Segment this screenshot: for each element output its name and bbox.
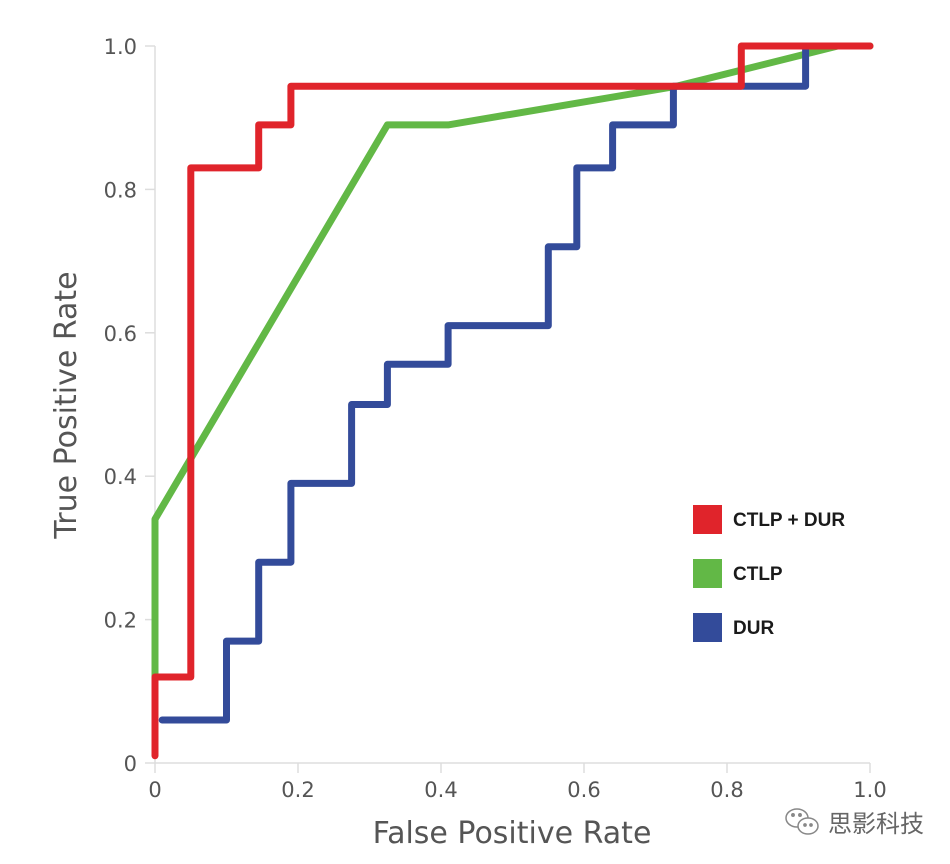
series-line-ctlp-dur bbox=[151, 42, 874, 760]
watermark-text: 思影科技 bbox=[828, 810, 924, 838]
series-line-dur bbox=[158, 42, 810, 724]
y-tick-label: 0.6 bbox=[104, 322, 137, 346]
legend-swatch bbox=[693, 505, 722, 534]
x-tick-label: 0.4 bbox=[424, 778, 457, 802]
x-tick-label: 0.6 bbox=[567, 778, 600, 802]
x-tick-label: 1.0 bbox=[853, 778, 886, 802]
legend-swatch bbox=[693, 559, 722, 588]
x-axis-title: False Positive Rate bbox=[373, 816, 652, 851]
watermark: 思影科技 bbox=[785, 808, 924, 838]
x-tick-label: 0 bbox=[148, 778, 161, 802]
series-layer bbox=[151, 42, 874, 760]
y-tick-label: 1.0 bbox=[104, 35, 137, 59]
legend-swatch bbox=[693, 613, 722, 642]
legend-label: CTLP + DUR bbox=[733, 510, 845, 531]
y-tick-label: 0.4 bbox=[104, 465, 137, 489]
wechat-icon bbox=[785, 808, 819, 835]
legend-label: CTLP bbox=[733, 564, 783, 585]
y-tick-label: 0 bbox=[124, 752, 137, 776]
series-line-ctlp bbox=[151, 42, 874, 688]
y-tick-label: 0.2 bbox=[104, 609, 137, 633]
axes: 0 0.2 0.4 0.6 0.8 1.0 0 0.2 0.4 0.6 0.8 1.0 bbox=[104, 35, 887, 802]
legend-label: DUR bbox=[733, 618, 774, 639]
x-tick-label: 0.8 bbox=[710, 778, 743, 802]
y-axis-title: True Positive Rate bbox=[49, 271, 84, 539]
y-tick-label: 0.8 bbox=[104, 178, 137, 202]
legend: CTLP + DUR CTLP DUR bbox=[693, 505, 845, 642]
x-tick-label: 0.2 bbox=[281, 778, 314, 802]
